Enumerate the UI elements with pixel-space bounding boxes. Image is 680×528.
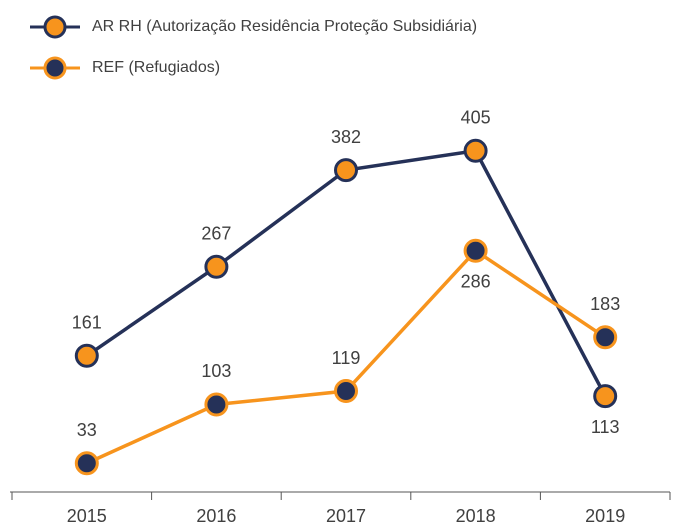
data-label: 183 [590,294,620,314]
point-marker [593,384,618,409]
point-marker [204,392,229,417]
data-label: 113 [591,417,620,437]
point-marker [74,451,99,476]
x-tick-label: 2015 [67,506,107,526]
point-marker [463,238,488,263]
point-marker [204,254,229,279]
x-tick-label: 2017 [326,506,366,526]
legend-marker [43,56,67,80]
legend-marker [43,15,67,39]
x-tick-label: 2019 [585,506,625,526]
data-label: 405 [461,108,491,128]
data-label: 382 [331,127,361,147]
legend-label: REF (Refugiados) [92,59,220,76]
x-tick-label: 2018 [456,506,496,526]
point-marker [74,343,99,368]
legend-label: AR RH (Autorização Residência Proteção S… [92,18,477,35]
point-marker [334,158,358,183]
data-label: 33 [77,420,97,440]
data-label: 119 [332,348,361,368]
data-label: 286 [461,272,491,292]
point-marker [593,325,618,350]
point-marker [334,379,358,404]
point-marker [463,138,488,163]
x-tick-label: 2016 [196,506,236,526]
data-label: 267 [201,223,231,243]
data-label: 103 [201,361,231,381]
data-label: 161 [72,313,102,333]
